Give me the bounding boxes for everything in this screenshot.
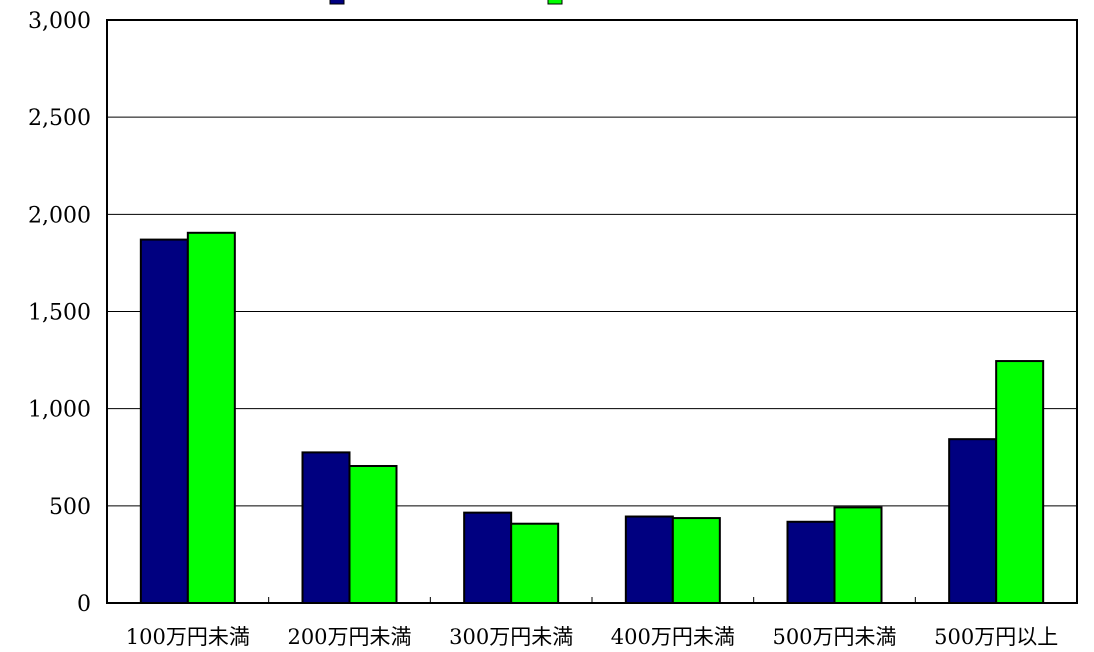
bars	[139, 231, 1045, 605]
bar-series-1-4	[786, 520, 836, 605]
x-category-label: 100万円未満	[126, 625, 250, 649]
legend	[329, 0, 563, 5]
x-category-label: 200万円未満	[287, 625, 411, 649]
y-tick-label: 1,500	[28, 301, 91, 326]
y-tick-label: 0	[77, 592, 91, 617]
bar-series-1-3	[624, 515, 674, 604]
bar-series-2-2	[510, 522, 560, 604]
x-category-label: 500万円以上	[934, 625, 1058, 649]
legend-swatch-series-1	[329, 0, 345, 5]
bar-series-2-0	[186, 231, 236, 604]
gridlines	[107, 116, 1077, 507]
y-tick-label: 2,500	[28, 106, 91, 131]
bar-series-1-0	[139, 238, 189, 604]
x-category-label: 300万円未満	[449, 625, 573, 649]
bar-series-1-2	[463, 511, 513, 605]
x-category-label: 400万円未満	[611, 625, 735, 649]
x-category-label: 500万円未満	[772, 625, 896, 649]
bar-series-2-5	[995, 360, 1045, 604]
bar-series-2-4	[833, 506, 883, 604]
y-axis-tick-labels: 0 500 1,000 1,500 2,000 2,500 3,000	[28, 9, 91, 617]
x-axis-ticks	[106, 597, 1078, 603]
y-tick-label: 1,000	[28, 398, 91, 423]
bar-series-1-1	[301, 451, 351, 604]
x-axis-category-labels: 100万円未満 200万円未満 300万円未満 400万円未満 500万円未満 500万円…	[126, 625, 1058, 649]
bar-series-1-5	[948, 438, 998, 604]
y-tick-label: 2,000	[28, 203, 91, 228]
y-tick-label: 3,000	[28, 9, 91, 34]
bar-series-2-3	[671, 517, 721, 605]
legend-swatch-series-2	[547, 0, 563, 5]
y-tick-label: 500	[49, 495, 91, 520]
bar-series-2-1	[348, 464, 398, 604]
